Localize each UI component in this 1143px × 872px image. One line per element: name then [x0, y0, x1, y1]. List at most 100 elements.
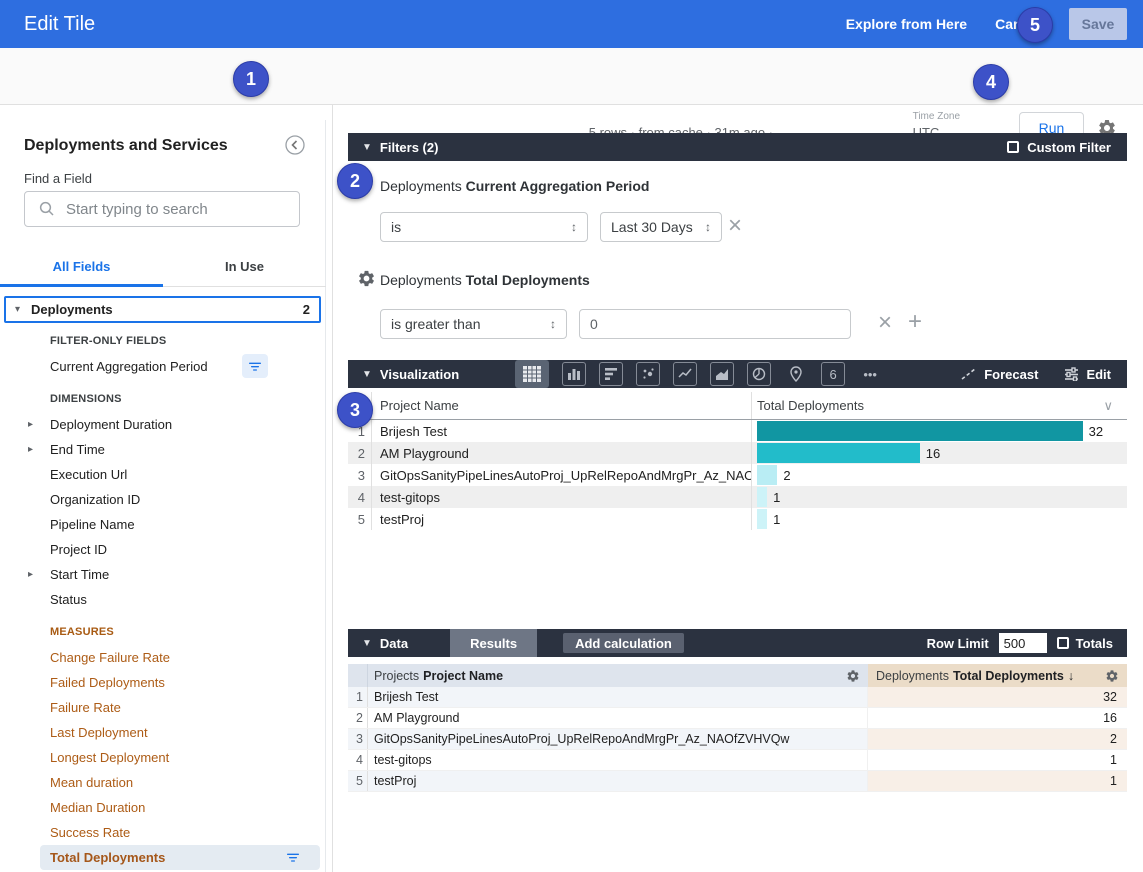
- column-gear-icon[interactable]: [846, 669, 860, 683]
- viz-row-5: 5 testProj 1: [348, 508, 1127, 530]
- field-success-rate[interactable]: Success Rate: [50, 825, 131, 840]
- som-badge-4: 4: [973, 64, 1009, 100]
- explore-from-here-link[interactable]: Explore from Here: [845, 16, 968, 32]
- single-value-icon[interactable]: 6: [821, 362, 846, 386]
- bar-brijesh-test: [757, 421, 1083, 441]
- field-current-aggregation-period[interactable]: Current Aggregation Period: [0, 354, 326, 379]
- map-pin-icon[interactable]: [784, 362, 808, 386]
- expand-icon[interactable]: ▸: [28, 444, 34, 455]
- chevron-down-icon: ▾: [15, 304, 21, 315]
- scatter-plot-icon[interactable]: [636, 362, 661, 386]
- select-arrows-icon: ↕: [550, 317, 556, 331]
- visualization-section-bar[interactable]: ▼ Visualization 6 ••• Forec: [348, 360, 1127, 388]
- filter1-value-select[interactable]: Last 30 Days ↕: [600, 212, 722, 242]
- edit-viz-button[interactable]: Edit: [1064, 367, 1111, 382]
- filter1-operator-select[interactable]: is ↕: [380, 212, 588, 242]
- collapse-caret-icon[interactable]: ▼: [362, 637, 372, 649]
- filters-title: Filters (2): [379, 139, 439, 155]
- tile-header: Deployment Frequency 5 rows · from cache…: [0, 48, 1143, 144]
- field-end-time[interactable]: ▸ End Time: [0, 437, 326, 462]
- add-filter-icon[interactable]: +: [908, 308, 923, 335]
- row-limit-input[interactable]: [998, 633, 1047, 653]
- remove-filter1-icon[interactable]: ×: [728, 212, 743, 239]
- field-mean-duration[interactable]: Mean duration: [50, 775, 134, 790]
- data-title: Data: [379, 635, 409, 651]
- collapse-caret-icon[interactable]: ▼: [362, 141, 372, 153]
- search-input[interactable]: [66, 200, 299, 218]
- data-row-1: 1 Brijesh Test 32: [348, 687, 1127, 708]
- sidebar-group-deployments[interactable]: ▾ Deployments 2: [4, 296, 321, 323]
- filter2-value-input[interactable]: [579, 309, 851, 339]
- filter-icon[interactable]: [280, 845, 306, 869]
- field-picker-sidebar: Deployments and Services Find a Field Al…: [0, 105, 333, 872]
- tab-in-use[interactable]: In Use: [224, 259, 264, 274]
- field-search-box[interactable]: [24, 191, 300, 227]
- field-failed-deployments[interactable]: Failed Deployments: [50, 675, 165, 690]
- forecast-button[interactable]: Forecast: [961, 367, 1038, 382]
- field-organization-id[interactable]: Organization ID: [50, 492, 141, 507]
- filter2-operator-select[interactable]: is greater than ↕: [380, 309, 567, 339]
- line-chart-icon[interactable]: [673, 362, 698, 386]
- field-project-id[interactable]: Project ID: [50, 542, 108, 557]
- viz-col-project-name[interactable]: Project Name: [372, 392, 752, 419]
- header-gear-icon[interactable]: [1097, 118, 1117, 138]
- data-table-header: Projects Project Name Deployments Total De…: [348, 664, 1127, 687]
- field-total-deployments-selected[interactable]: Total Deployments: [40, 845, 320, 870]
- viz-col-total-deployments[interactable]: Total Deployments ∨: [757, 397, 1113, 414]
- bar-gitops-sanity: [757, 465, 778, 485]
- table-viz-icon[interactable]: [515, 360, 550, 388]
- bar-chart-icon[interactable]: [599, 362, 624, 386]
- totals-checkbox[interactable]: [1056, 637, 1069, 649]
- sidebar-scrollbar[interactable]: [325, 120, 326, 872]
- som-badge-5: 5: [1017, 7, 1053, 43]
- sort-desc-icon[interactable]: ↓: [1067, 668, 1075, 683]
- field-status[interactable]: Status: [50, 592, 87, 607]
- field-deployment-duration[interactable]: ▸ Deployment Duration: [0, 412, 326, 437]
- custom-filter-checkbox[interactable]: [1007, 141, 1020, 153]
- field-failure-rate[interactable]: Failure Rate: [50, 700, 121, 715]
- expand-icon[interactable]: ▸: [28, 419, 34, 430]
- filter2-gear-icon[interactable]: [357, 269, 376, 288]
- group-field-count: 2: [302, 302, 310, 317]
- field-longest-deployment[interactable]: Longest Deployment: [50, 750, 170, 765]
- field-median-duration[interactable]: Median Duration: [50, 800, 146, 815]
- save-button[interactable]: Save: [1069, 8, 1127, 40]
- filters-section-bar[interactable]: ▼ Filters (2) Custom Filter: [348, 133, 1127, 161]
- field-start-time[interactable]: ▸ Start Time: [0, 562, 326, 587]
- add-calculation-button[interactable]: Add calculation: [563, 633, 684, 653]
- field-pipeline-name[interactable]: Pipeline Name: [50, 517, 135, 532]
- area-chart-icon[interactable]: [710, 362, 735, 386]
- top-app-bar: Edit Tile Explore from Here Cancel Save: [0, 0, 1143, 48]
- column-gear-icon[interactable]: [1105, 669, 1119, 683]
- collapse-caret-icon[interactable]: ▼: [362, 368, 372, 380]
- column-menu-chevron-icon[interactable]: ∨: [1103, 397, 1113, 413]
- field-last-deployment[interactable]: Last Deployment: [50, 725, 148, 740]
- viz-row-1: 1 Brijesh Test 32: [348, 420, 1127, 442]
- custom-filter-label: Custom Filter: [1027, 139, 1111, 155]
- remove-filter2-icon[interactable]: ×: [878, 309, 893, 336]
- measures-header: MEASURES: [50, 626, 114, 638]
- visualization-table: Project Name Total Deployments ∨ 1 Brije…: [348, 392, 1127, 530]
- column-chart-icon[interactable]: [562, 362, 587, 386]
- bar-testproj: [757, 509, 768, 529]
- collapse-sidebar-icon[interactable]: [284, 134, 306, 156]
- filter-icon[interactable]: [242, 354, 268, 378]
- viz-row-3: 3 GitOpsSanityPipeLinesAutoProj_UpRelRep…: [348, 464, 1127, 486]
- data-col-project-name[interactable]: Projects Project Name: [368, 664, 868, 687]
- tab-all-fields[interactable]: All Fields: [0, 250, 163, 287]
- field-list: FILTER-ONLY FIELDS Current Aggregation P…: [0, 329, 326, 870]
- pie-chart-icon[interactable]: [747, 362, 772, 386]
- field-execution-url[interactable]: Execution Url: [50, 467, 128, 482]
- field-change-failure-rate[interactable]: Change Failure Rate: [50, 650, 170, 665]
- bar-am-playground: [757, 443, 920, 463]
- data-col-total-deployments[interactable]: Deployments Total Deployments ↓: [868, 664, 1127, 687]
- data-section-bar[interactable]: ▼ Data Results Add calculation Row Limit…: [348, 629, 1127, 657]
- filter-only-fields-header: FILTER-ONLY FIELDS: [50, 335, 167, 347]
- som-badge-1: 1: [233, 61, 269, 97]
- visualization-title: Visualization: [379, 366, 460, 382]
- more-viz-types-icon[interactable]: •••: [863, 366, 877, 382]
- totals-label: Totals: [1075, 635, 1113, 651]
- data-row-2: 2 AM Playground 16: [348, 708, 1127, 729]
- results-tab[interactable]: Results: [450, 629, 538, 657]
- expand-icon[interactable]: ▸: [28, 569, 34, 580]
